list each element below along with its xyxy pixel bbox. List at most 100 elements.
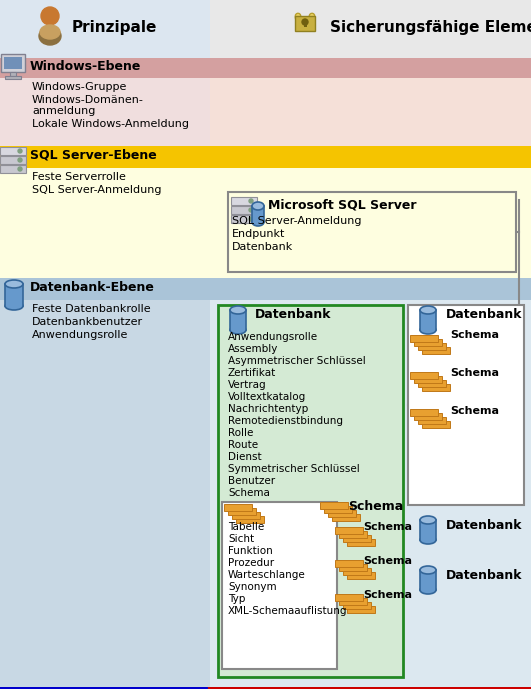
Text: Datenbank: Datenbank — [446, 569, 523, 582]
Text: Synonym: Synonym — [228, 582, 277, 592]
Bar — [0, 0, 210, 58]
Text: Zertifikat: Zertifikat — [228, 368, 276, 378]
Text: SQL Server-Anmeldung: SQL Server-Anmeldung — [32, 185, 161, 195]
Bar — [210, 78, 531, 146]
Bar — [418, 417, 446, 424]
Bar — [324, 506, 352, 513]
Text: Warteschlange: Warteschlange — [228, 570, 306, 580]
Bar — [339, 564, 367, 571]
Ellipse shape — [420, 536, 436, 544]
Text: Funktion: Funktion — [228, 546, 273, 556]
Bar — [347, 606, 375, 613]
Bar — [0, 300, 210, 687]
Text: Feste Datenbankrolle: Feste Datenbankrolle — [32, 304, 151, 314]
Bar — [0, 0, 210, 689]
Text: Schema: Schema — [363, 590, 412, 600]
Ellipse shape — [420, 306, 436, 314]
Ellipse shape — [420, 566, 436, 574]
Text: Tabelle: Tabelle — [228, 522, 264, 532]
Bar — [343, 602, 371, 609]
Text: Datenbank-Ebene: Datenbank-Ebene — [30, 281, 155, 294]
Bar — [210, 58, 531, 78]
Bar — [420, 520, 436, 540]
Bar — [1, 54, 25, 72]
Text: Anwendungsrolle: Anwendungsrolle — [32, 330, 129, 340]
Bar — [410, 335, 438, 342]
Text: Schema: Schema — [450, 368, 499, 378]
Text: Nachrichtentyp: Nachrichtentyp — [228, 404, 309, 414]
Bar — [230, 310, 246, 330]
Bar — [210, 168, 531, 278]
Circle shape — [249, 199, 253, 203]
Bar — [343, 568, 371, 575]
Text: Rolle: Rolle — [228, 428, 253, 438]
Bar — [410, 409, 438, 416]
Bar — [0, 156, 26, 164]
Bar — [408, 305, 524, 505]
Bar — [210, 300, 531, 687]
Ellipse shape — [230, 326, 246, 334]
Text: Vertrag: Vertrag — [228, 380, 267, 390]
Bar — [4, 57, 22, 69]
Ellipse shape — [252, 202, 264, 210]
Bar — [0, 278, 210, 300]
Bar — [414, 413, 442, 420]
Text: Datenbankbenutzer: Datenbankbenutzer — [32, 317, 143, 327]
Bar — [418, 343, 446, 350]
Text: Assembly: Assembly — [228, 344, 278, 354]
Circle shape — [249, 208, 253, 212]
Bar — [420, 310, 436, 330]
Bar — [222, 502, 337, 669]
Text: Asymmetrischer Schlüssel: Asymmetrischer Schlüssel — [228, 356, 366, 366]
Bar — [347, 539, 375, 546]
Bar — [236, 516, 264, 523]
Text: Symmetrischer Schlüssel: Symmetrischer Schlüssel — [228, 464, 359, 474]
Bar — [231, 197, 257, 205]
Ellipse shape — [252, 218, 264, 226]
Text: Schema: Schema — [363, 522, 412, 532]
Text: Schema: Schema — [348, 500, 403, 513]
Bar — [320, 502, 348, 509]
Bar — [228, 508, 256, 515]
Bar — [224, 504, 252, 511]
Bar — [328, 510, 356, 517]
Bar — [0, 168, 210, 278]
Ellipse shape — [230, 306, 246, 314]
Text: Route: Route — [228, 440, 258, 450]
Text: Remotedienstbindung: Remotedienstbindung — [228, 416, 343, 426]
Text: Prozedur: Prozedur — [228, 558, 274, 568]
Bar — [335, 560, 363, 567]
Text: SQL Server-Anmeldung: SQL Server-Anmeldung — [232, 216, 362, 226]
Text: Windows-Ebene: Windows-Ebene — [30, 60, 141, 73]
Bar — [0, 165, 26, 173]
Bar — [218, 305, 403, 677]
Text: Datenbank: Datenbank — [255, 308, 331, 321]
Circle shape — [18, 158, 22, 162]
Bar — [0, 146, 210, 168]
Text: Schema: Schema — [363, 556, 412, 566]
Text: Schema: Schema — [228, 488, 270, 498]
Bar — [422, 347, 450, 354]
Circle shape — [249, 217, 253, 221]
Text: Datenbank: Datenbank — [446, 308, 523, 321]
Text: Typ: Typ — [228, 594, 245, 604]
Bar — [210, 278, 531, 300]
Text: Feste Serverrolle: Feste Serverrolle — [32, 172, 126, 182]
Text: Schema: Schema — [450, 330, 499, 340]
Bar — [335, 594, 363, 601]
Bar — [339, 598, 367, 605]
Ellipse shape — [5, 280, 23, 288]
Bar — [5, 76, 21, 79]
Bar — [422, 384, 450, 391]
Text: Datenbank: Datenbank — [232, 242, 293, 252]
Bar — [210, 0, 531, 58]
Bar — [228, 192, 516, 272]
Text: Dienst: Dienst — [228, 452, 262, 462]
Circle shape — [41, 7, 59, 25]
Text: Windows-Domänen-: Windows-Domänen- — [32, 95, 144, 105]
Text: Endpunkt: Endpunkt — [232, 229, 285, 239]
Bar — [414, 339, 442, 346]
Bar — [418, 380, 446, 387]
Text: Benutzer: Benutzer — [228, 476, 275, 486]
Bar — [295, 16, 315, 31]
